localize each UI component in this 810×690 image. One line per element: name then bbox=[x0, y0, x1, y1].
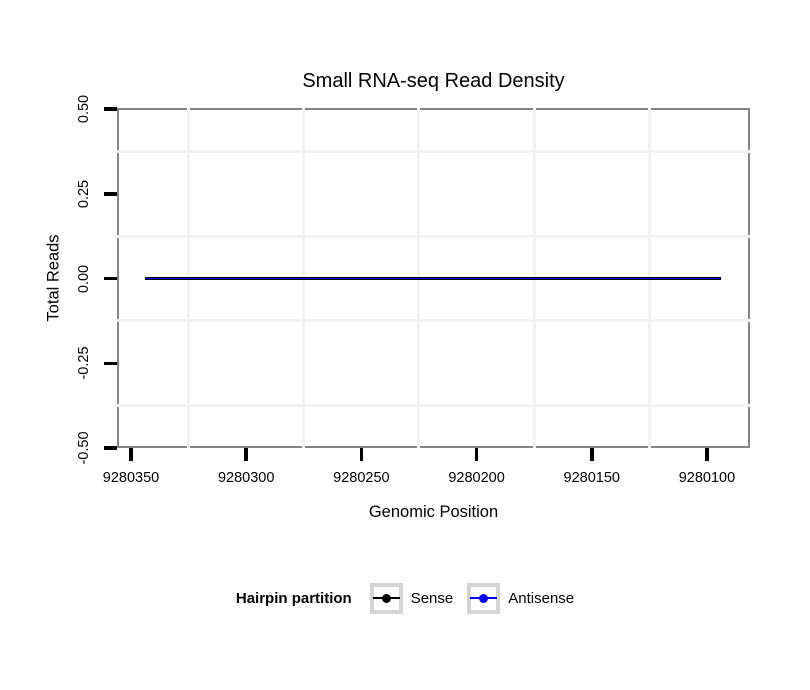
x-tick-label: 9280200 bbox=[448, 470, 505, 486]
legend-title: Hairpin partition bbox=[235, 589, 352, 607]
legend-key-dot-icon bbox=[381, 593, 391, 603]
x-tick-label: 9280300 bbox=[217, 470, 275, 486]
y-tick-mark bbox=[104, 276, 117, 281]
y-tick-label: -0.50 bbox=[76, 431, 92, 465]
gridline-minor-horizontal bbox=[117, 149, 750, 153]
y-tick-mark bbox=[104, 107, 117, 111]
legend-key-sense bbox=[369, 582, 403, 614]
gridline-minor-horizontal bbox=[117, 234, 750, 238]
y-tick-mark bbox=[104, 192, 117, 196]
legend-item-sense: Sense bbox=[369, 582, 454, 614]
y-tick-label: 0.00 bbox=[76, 264, 92, 293]
gridline-minor-horizontal bbox=[117, 319, 750, 323]
x-tick-mark bbox=[590, 448, 594, 461]
plot-title: Small RNA-seq Read Density bbox=[302, 70, 565, 92]
x-tick-label: 9280250 bbox=[333, 470, 390, 486]
x-tick-label: 9280350 bbox=[102, 470, 160, 486]
series-line-antisense bbox=[144, 277, 721, 280]
y-tick-label: 0.25 bbox=[76, 179, 92, 208]
legend-label: Sense bbox=[410, 589, 454, 607]
legend-items: Sense Antisense bbox=[369, 582, 575, 614]
x-tick-label: 9280100 bbox=[678, 470, 736, 486]
plot-panel-interior bbox=[117, 108, 750, 448]
y-tick-label: 0.50 bbox=[76, 94, 92, 124]
legend-key-dot-icon bbox=[479, 593, 489, 603]
x-tick-label: 9280150 bbox=[563, 470, 620, 486]
x-tick-mark bbox=[359, 448, 364, 461]
x-tick-mark bbox=[705, 448, 709, 461]
y-tick-mark bbox=[104, 446, 117, 450]
x-tick-mark bbox=[474, 448, 479, 461]
legend: Hairpin partition Sense Antisense bbox=[0, 580, 810, 616]
x-tick-mark bbox=[244, 448, 248, 461]
y-tick-label: -0.25 bbox=[76, 346, 92, 380]
x-tick-mark bbox=[129, 448, 133, 461]
y-tick-mark bbox=[104, 361, 117, 365]
legend-key-antisense bbox=[467, 582, 501, 614]
y-axis-title: Total Reads bbox=[44, 234, 63, 322]
legend-label: Antisense bbox=[508, 589, 575, 607]
x-axis-title: Genomic Position bbox=[368, 503, 499, 521]
legend-item-antisense: Antisense bbox=[467, 582, 575, 614]
gridline-minor-horizontal bbox=[117, 404, 750, 408]
